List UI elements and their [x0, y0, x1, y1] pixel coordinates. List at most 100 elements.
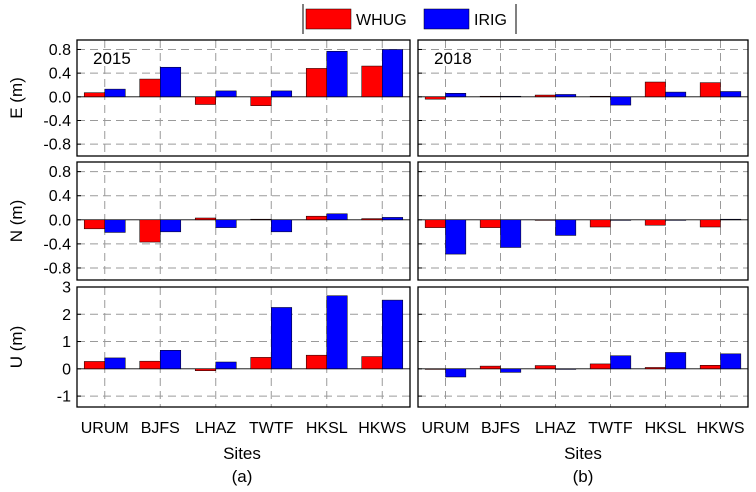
panel-b-e-bar-irig-hksl [665, 91, 687, 98]
panel-a-e-bar-irig-lhaz [215, 90, 237, 98]
panel-a-u-ytick-label: 3 [62, 280, 71, 297]
panel-b-u-bar-irig-hksl [665, 352, 687, 370]
panel-a-e-frame [76, 39, 411, 157]
legend-swatch-whug [305, 8, 352, 30]
panel-b-n-bar-whug-lhaz [534, 219, 556, 221]
panel-a-caption: (a) [232, 467, 253, 486]
panel-a-n-bar-whug-lhaz [194, 217, 216, 221]
panel-a-n-ytick-label: 0.0 [49, 212, 71, 229]
panel-b-e-frame [417, 39, 749, 157]
panel-a-e-bar-irig-bjfs [160, 66, 182, 98]
panel-a-u-bar-irig-urum [104, 357, 126, 370]
panel-b-u-bar-whug-hkws [699, 365, 721, 370]
panel-b-e-bar-whug-twtf [589, 95, 611, 98]
panel-b-u-bar-irig-urum [445, 368, 467, 378]
panel-a-e-bar-whug-urum [83, 92, 105, 98]
panel-a-n-bar-whug-urum [83, 219, 105, 230]
panel-b-u-bar-irig-twtf [610, 355, 632, 370]
panel-a-n-bar-irig-lhaz [215, 219, 237, 228]
panel-a-e-ytick-label: -0.8 [43, 137, 71, 154]
panel-b-e-bar-irig-bjfs [500, 95, 522, 98]
panel-a-u-bar-irig-lhaz [215, 361, 237, 370]
panel-a-e-bar-whug-twtf [250, 96, 272, 106]
panel-b-xtick-label: URUM [422, 420, 470, 437]
panel-a-n-bar-irig-hksl [326, 213, 348, 221]
panel-b-u-bar-whug-urum [424, 368, 446, 370]
panel-a-xtick-label: HKWS [358, 420, 406, 437]
panel-a-n-bar-irig-bjfs [160, 219, 182, 233]
panel-b-xtick-label: HKWS [697, 420, 745, 437]
panel-a-e-bar-whug-hksl [305, 68, 327, 98]
panel-a-u-bar-whug-hksl [305, 354, 327, 370]
legend-swatch-irig [423, 8, 470, 30]
panel-a-xtick-label: URUM [81, 420, 129, 437]
panel-b-u-bar-whug-lhaz [534, 365, 556, 370]
panel-a-e-bar-irig-hksl [326, 50, 348, 98]
panel-b-e-bar-whug-bjfs [479, 95, 501, 98]
panel-b-u-bar-irig-hkws [720, 353, 742, 370]
panel-a-xtick-label: BJFS [141, 420, 180, 437]
panel-a-n-bar-whug-bjfs [139, 219, 161, 243]
panel-b-e-bar-irig-hkws [720, 91, 742, 98]
panel-b-xtick-label: LHAZ [535, 420, 576, 437]
panel-b-n-bar-irig-twtf [610, 219, 632, 221]
panel-a-xtick-label: LHAZ [195, 420, 236, 437]
panel-b-u-bar-whug-hksl [644, 367, 666, 370]
panel-a-xtick-label: HKSL [306, 420, 348, 437]
panel-b-n-bar-irig-urum [445, 219, 467, 255]
panel-b-n-bar-irig-hkws [720, 218, 742, 221]
panel-a-n-ytick-label: 0.4 [49, 188, 71, 205]
panel-b-n-bar-whug-hksl [644, 219, 666, 226]
panel-a-e-ytick-label: -0.4 [43, 113, 71, 130]
panel-b-caption: (b) [573, 467, 594, 486]
panel-a-e-bar-irig-twtf [271, 90, 293, 98]
panel-b-xtick-label: BJFS [481, 420, 520, 437]
panel-b-u-bar-whug-twtf [589, 363, 611, 370]
panel-a-u-bar-whug-urum [83, 361, 105, 370]
panel-a-e-bar-irig-hkws [382, 49, 404, 98]
panel-b-n-bar-whug-urum [424, 219, 446, 228]
legend-label-irig: IRIG [474, 12, 507, 29]
panel-b-e-bar-whug-hkws [699, 82, 721, 98]
panel-b-e-year-label: 2018 [434, 49, 472, 68]
panel-a-u-bar-whug-hkws [361, 356, 383, 370]
panel-a-n-ytick-label: 0.8 [49, 164, 71, 181]
panel-b-xtick-label: TWTF [588, 420, 633, 437]
panel-b-u-frame [417, 286, 749, 408]
panel-a-n-ylabel: N (m) [7, 200, 26, 242]
panel-a-n-ytick-label: -0.8 [43, 260, 71, 277]
panel-a-u-ytick-label: 0 [62, 361, 71, 378]
panel-a-n-bar-irig-hkws [382, 217, 404, 221]
legend: WHUG IRIG [302, 4, 517, 34]
panel-a-n-frame [76, 161, 411, 281]
panel-a-n-bar-irig-urum [104, 219, 126, 233]
panel-a-u-bar-whug-lhaz [194, 368, 216, 371]
panel-a-u-ytick-label: 1 [62, 334, 71, 351]
panel-b-n-bar-irig-hksl [665, 219, 687, 221]
panel-a-n-ytick-label: -0.4 [43, 236, 71, 253]
panel-a-u-frame [76, 286, 411, 408]
panel-a-u-ytick-label: 2 [62, 307, 71, 324]
panel-a-e-ytick-label: 0.0 [49, 89, 71, 106]
panel-b-e-bar-irig-lhaz [555, 94, 577, 98]
panel-a-e-bar-whug-lhaz [194, 96, 216, 105]
panel-b-e-bar-irig-urum [445, 93, 467, 98]
panel-a-xtick-label: TWTF [249, 420, 294, 437]
panel-a-e-bar-irig-urum [104, 88, 126, 98]
panel-b-n-frame [417, 161, 749, 281]
panel-a-e-ytick-label: 0.4 [49, 66, 71, 83]
panel-a-u-ytick-label: -1 [57, 389, 71, 406]
panel-a-e-bar-whug-hkws [361, 65, 383, 98]
panel-a-u-bar-irig-hksl [326, 295, 348, 370]
panel-b-n-bar-whug-twtf [589, 219, 611, 228]
panel-a-e-ylabel: E (m) [7, 77, 26, 119]
panel-b-e-bar-whug-lhaz [534, 94, 556, 98]
panel-b-n-bar-whug-hkws [699, 219, 721, 228]
panel-a-e-bar-whug-bjfs [139, 78, 161, 98]
panel-a-n-bar-irig-twtf [271, 219, 293, 233]
panel-a-n-bar-whug-twtf [250, 218, 272, 221]
panel-a-n-bar-whug-hkws [361, 218, 383, 221]
panel-b-e-bar-whug-urum [424, 96, 446, 100]
legend-label-whug: WHUG [356, 12, 407, 29]
